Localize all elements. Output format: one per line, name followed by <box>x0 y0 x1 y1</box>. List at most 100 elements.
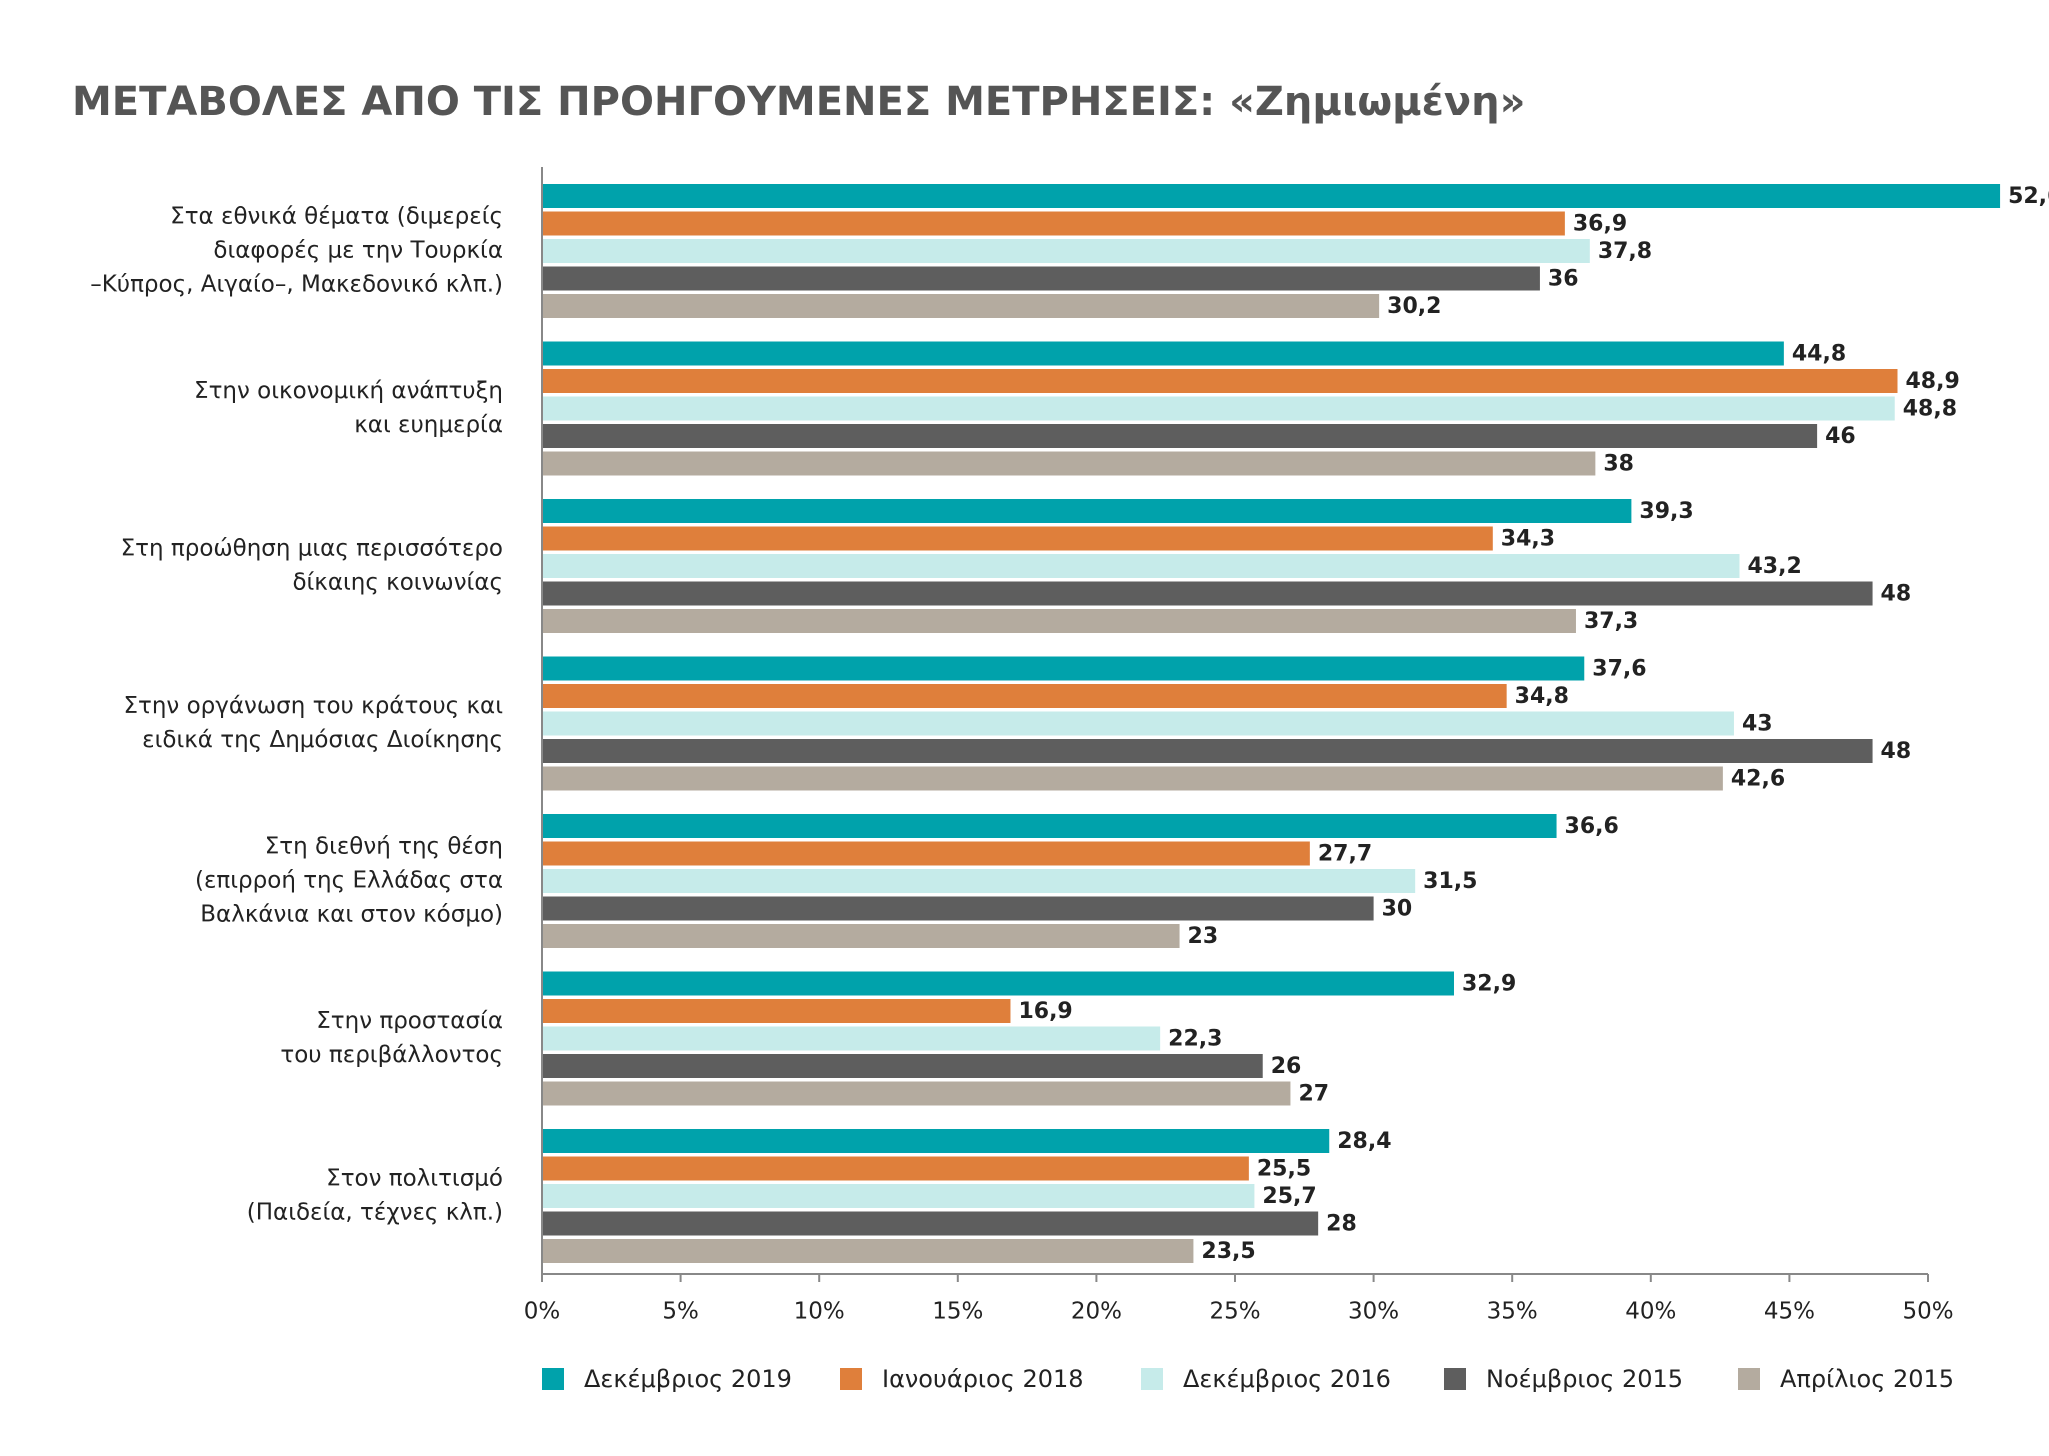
bar <box>542 971 1454 996</box>
value-label: 43 <box>1742 712 1773 737</box>
value-label: 27,7 <box>1318 842 1372 867</box>
bar <box>542 266 1540 291</box>
bar <box>542 526 1493 551</box>
value-label: 52,6 <box>2008 184 2049 209</box>
value-label: 39,3 <box>1639 499 1693 524</box>
value-label: 36,9 <box>1573 212 1627 237</box>
bar <box>542 184 2001 208</box>
bar <box>542 739 1873 763</box>
bar <box>542 1156 1249 1181</box>
bar <box>542 814 1557 838</box>
category-label: Στη διεθνή της θέση <box>265 834 503 860</box>
value-label: 36,6 <box>1565 814 1619 839</box>
bar <box>542 239 1590 263</box>
bar <box>542 396 1895 421</box>
x-tick-label: 5% <box>662 1299 699 1325</box>
value-label: 26 <box>1271 1054 1302 1079</box>
legend-swatch <box>1444 1368 1466 1390</box>
legend-label: Νοέμβριος 2015 <box>1486 1365 1683 1393</box>
value-label: 48 <box>1881 739 1912 764</box>
value-label: 42,6 <box>1731 767 1785 792</box>
category-label: διαφορές με την Τουρκία <box>213 238 503 264</box>
legend-swatch <box>1738 1368 1760 1390</box>
value-label: 23 <box>1188 924 1219 949</box>
value-label: 28,4 <box>1337 1129 1391 1154</box>
value-label: 25,5 <box>1257 1157 1311 1182</box>
value-label: 44,8 <box>1792 342 1846 367</box>
bar <box>542 424 1818 448</box>
category-label: (Παιδεία, τέχνες κλπ.) <box>247 1200 503 1226</box>
value-label: 27 <box>1298 1082 1329 1107</box>
value-label: 38 <box>1603 452 1634 477</box>
bar <box>542 1239 1194 1263</box>
bar <box>542 554 1740 578</box>
bar <box>542 1026 1161 1051</box>
chart-title: ΜΕΤΑΒΟΛΕΣ ΑΠΟ ΤΙΣ ΠΡΟΗΓΟΥΜΕΝΕΣ ΜΕΤΡΗΣΕΙΣ… <box>72 79 1525 125</box>
value-label: 22,3 <box>1168 1027 1222 1052</box>
x-tick-label: 15% <box>932 1299 983 1325</box>
value-label: 37,8 <box>1598 239 1652 264</box>
value-label: 25,7 <box>1262 1184 1316 1209</box>
category-label: ειδικά της Δημόσιας Διοίκησης <box>142 727 503 753</box>
bar <box>542 1129 1330 1153</box>
category-label: και ευημερία <box>354 412 503 438</box>
value-label: 34,8 <box>1515 684 1569 709</box>
value-label: 28 <box>1326 1212 1357 1237</box>
bar <box>542 499 1632 523</box>
bar <box>542 211 1565 236</box>
bar <box>542 1184 1255 1208</box>
bar <box>542 869 1416 893</box>
bar <box>542 1211 1319 1236</box>
bar <box>542 369 1898 393</box>
bar <box>542 1081 1291 1106</box>
value-label: 36 <box>1548 267 1579 292</box>
x-tick-label: 50% <box>1902 1299 1953 1325</box>
x-tick-label: 40% <box>1625 1299 1676 1325</box>
category-label: (επιρροή της Ελλάδας στα <box>195 868 503 894</box>
category-label: Στον πολιτισμό <box>326 1166 503 1192</box>
legend-label: Δεκέμβριος 2019 <box>584 1365 792 1393</box>
bar <box>542 684 1507 708</box>
value-label: 37,3 <box>1584 609 1638 634</box>
category-label: δίκαιης κοινωνίας <box>292 570 503 596</box>
value-label: 23,5 <box>1201 1239 1255 1264</box>
value-label: 43,2 <box>1748 554 1802 579</box>
value-label: 48,9 <box>1906 369 1960 394</box>
bar <box>542 341 1784 366</box>
x-tick-label: 0% <box>524 1299 561 1325</box>
category-label: του περιβάλλοντος <box>280 1042 503 1068</box>
bar <box>542 451 1596 476</box>
bar <box>542 896 1374 921</box>
x-tick-label: 45% <box>1764 1299 1815 1325</box>
category-label: Βαλκάνια και στον κόσμο) <box>200 902 503 928</box>
bar <box>542 1054 1263 1078</box>
x-tick-label: 10% <box>794 1299 845 1325</box>
legend-swatch <box>542 1368 564 1390</box>
value-label: 31,5 <box>1423 869 1477 894</box>
x-tick-label: 20% <box>1071 1299 1122 1325</box>
value-label: 16,9 <box>1018 999 1072 1024</box>
legend-label: Απρίλιος 2015 <box>1780 1365 1954 1393</box>
x-tick-label: 35% <box>1487 1299 1538 1325</box>
x-tick-label: 30% <box>1348 1299 1399 1325</box>
bar <box>542 841 1310 866</box>
category-label: Στην οργάνωση του κράτους και <box>123 693 503 719</box>
bar <box>542 711 1734 736</box>
category-label: –Κύπρος, Αιγαίο–, Μακεδονικό κλπ.) <box>90 272 503 298</box>
legend-swatch <box>840 1368 862 1390</box>
value-label: 34,3 <box>1501 527 1555 552</box>
bar <box>542 609 1576 633</box>
legend-label: Δεκέμβριος 2016 <box>1183 1365 1391 1393</box>
legend-label: Ιανουάριος 2018 <box>882 1365 1084 1393</box>
value-label: 30 <box>1382 897 1413 922</box>
bar <box>542 999 1011 1023</box>
category-label: Στην προστασία <box>316 1008 503 1034</box>
value-label: 37,6 <box>1592 657 1646 682</box>
legend-swatch <box>1141 1368 1163 1390</box>
bar <box>542 581 1873 606</box>
value-label: 48,8 <box>1903 397 1957 422</box>
bar <box>542 766 1723 791</box>
x-tick-label: 25% <box>1209 1299 1260 1325</box>
value-label: 30,2 <box>1387 294 1441 319</box>
